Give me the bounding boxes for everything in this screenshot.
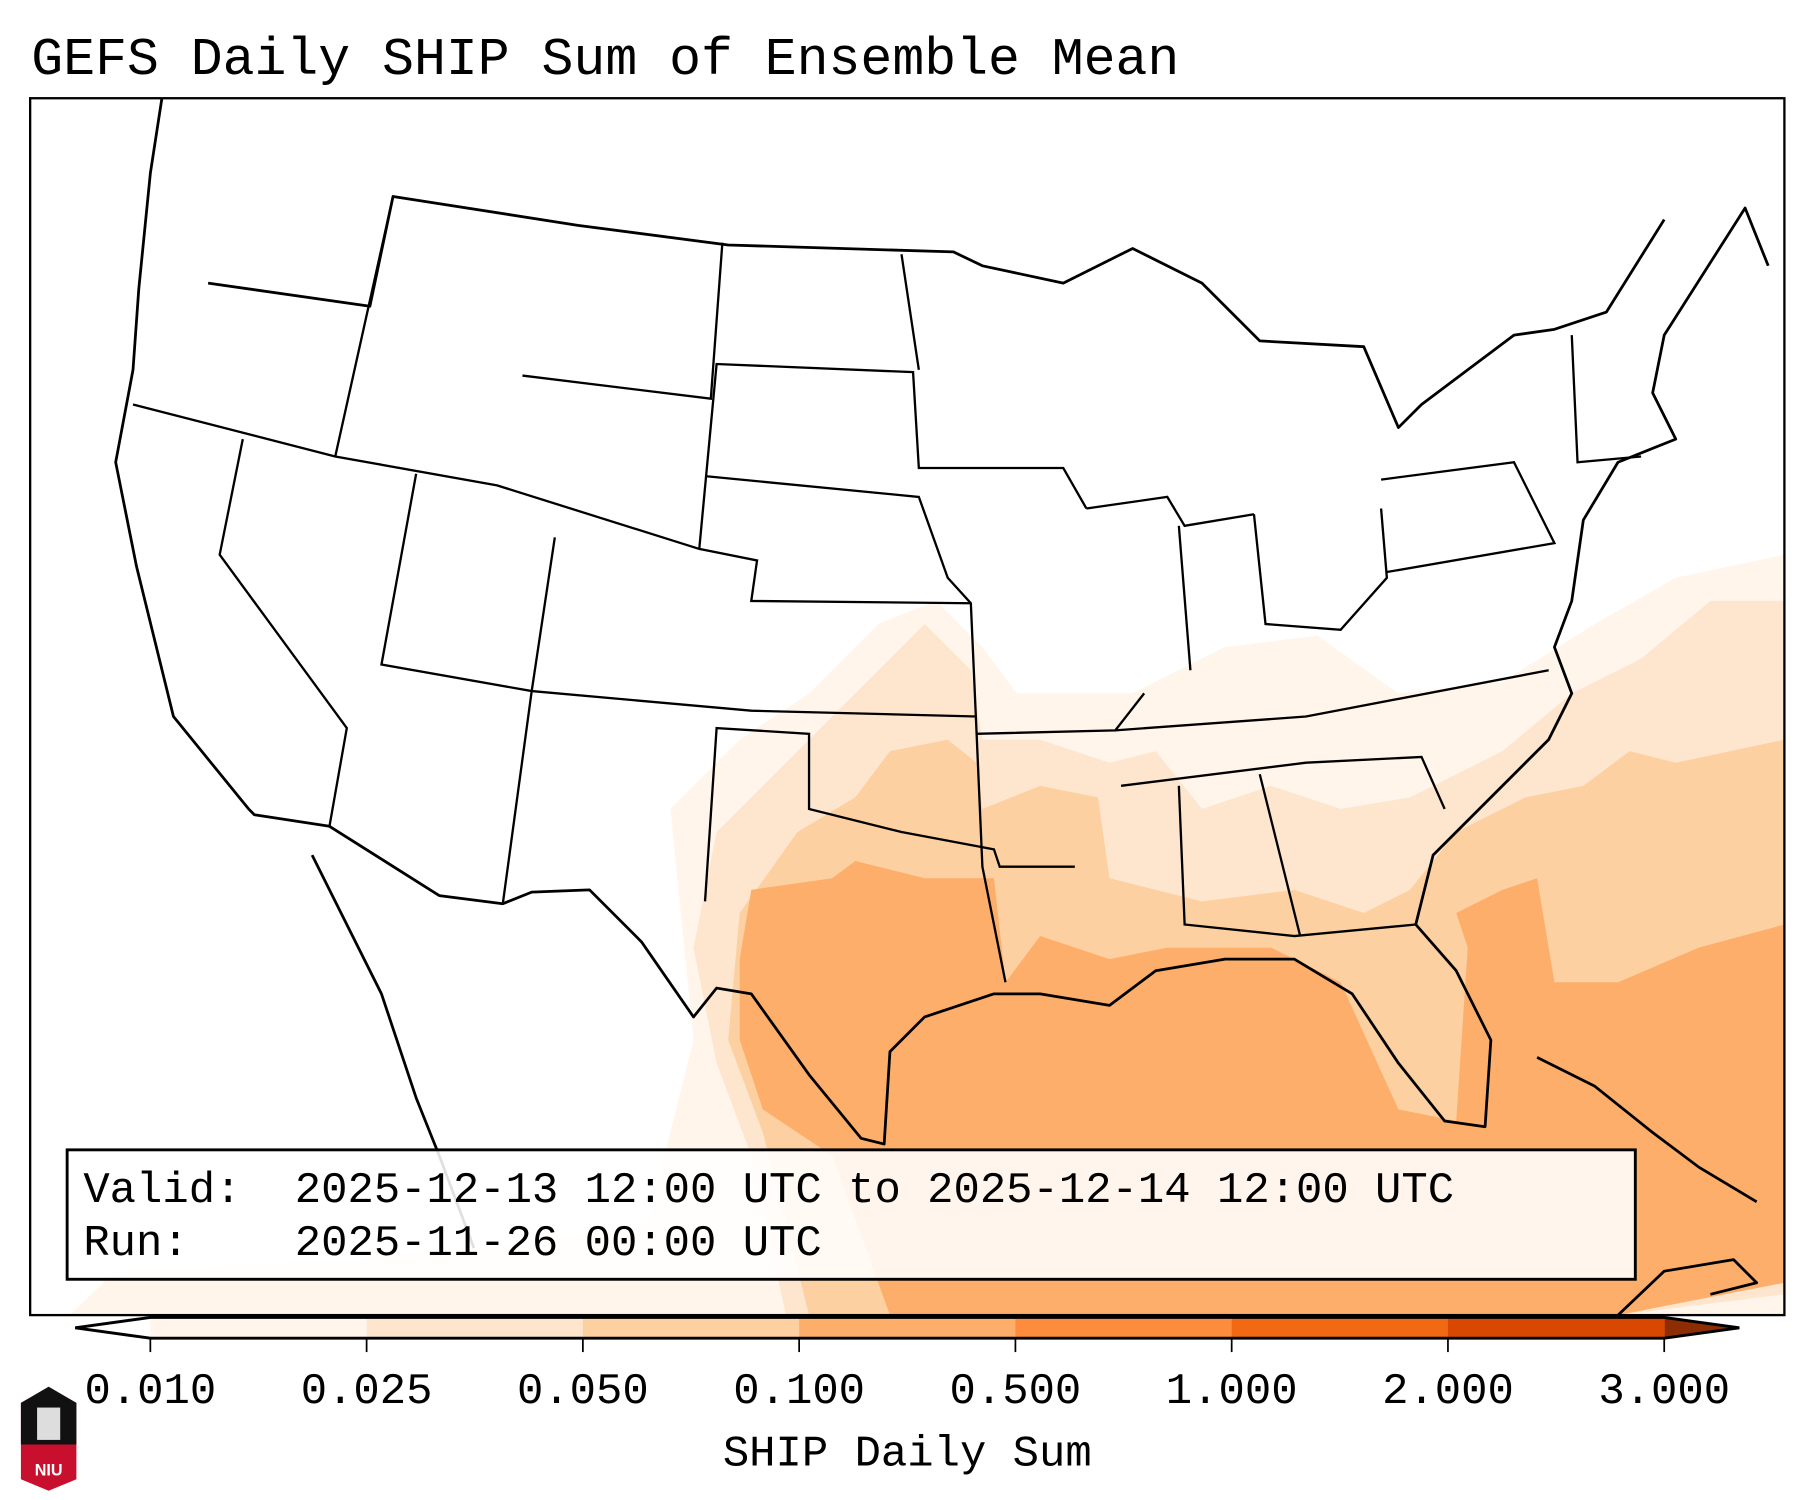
colorbar: 0.010 0.025 0.050 0.100 0.500 1.000 2.000 3.000: [75, 1315, 1740, 1417]
canada-border: [207, 195, 1666, 429]
colorbar-tick-label: 2.000: [1382, 1367, 1514, 1417]
cuba-coast: [1536, 1056, 1758, 1204]
colorbar-segment: [366, 1317, 584, 1339]
coastlines-and-borders: [114, 98, 1770, 1316]
colorbar-tick-label: 0.100: [733, 1367, 865, 1417]
colorbar-segment: [1447, 1317, 1665, 1339]
hispaniola-coast: [1617, 1258, 1759, 1316]
figure-title: GEFS Daily SHIP Sum of Ensemble Mean: [31, 30, 1179, 90]
colorbar-tick-label: 3.000: [1598, 1367, 1730, 1417]
state-borders: [132, 196, 1642, 983]
info-box: Valid: 2025-12-13 12:00 UTC to 2025-12-1…: [65, 1148, 1637, 1281]
map: Valid: 2025-12-13 12:00 UTC to 2025-12-1…: [30, 98, 1785, 1316]
colorbar-segment: [799, 1317, 1016, 1339]
colorbar-extend-under: [75, 1317, 151, 1339]
run-label: Run:: [83, 1219, 188, 1269]
colorbar-label: SHIP Daily Sum: [723, 1429, 1092, 1479]
colorbar-extend-over: [1664, 1317, 1740, 1339]
colorbar-tick-label: 0.025: [301, 1367, 433, 1417]
niu-logo: NIU: [20, 1386, 77, 1491]
colorbar-segment: [150, 1317, 368, 1339]
run-value: 2025-11-26 00:00 UTC: [295, 1219, 822, 1269]
logo-text: NIU: [35, 1462, 63, 1480]
colorbar-segment: [582, 1317, 800, 1339]
valid-value: 2025-12-13 12:00 UTC to 2025-12-14 12:00…: [295, 1166, 1454, 1216]
colorbar-segment: [1015, 1317, 1233, 1339]
colorbar-segment: [1231, 1317, 1449, 1339]
colorbar-tick-label: 0.500: [950, 1367, 1082, 1417]
valid-label: Valid:: [83, 1166, 241, 1216]
country-border-outline: [114, 98, 1770, 1146]
colorbar-tick-label: 1.000: [1166, 1367, 1298, 1417]
map-frame: [29, 97, 1786, 1317]
colorbar-tick-label: 0.010: [84, 1367, 216, 1417]
colorbar-tick-label: 0.050: [517, 1367, 649, 1417]
